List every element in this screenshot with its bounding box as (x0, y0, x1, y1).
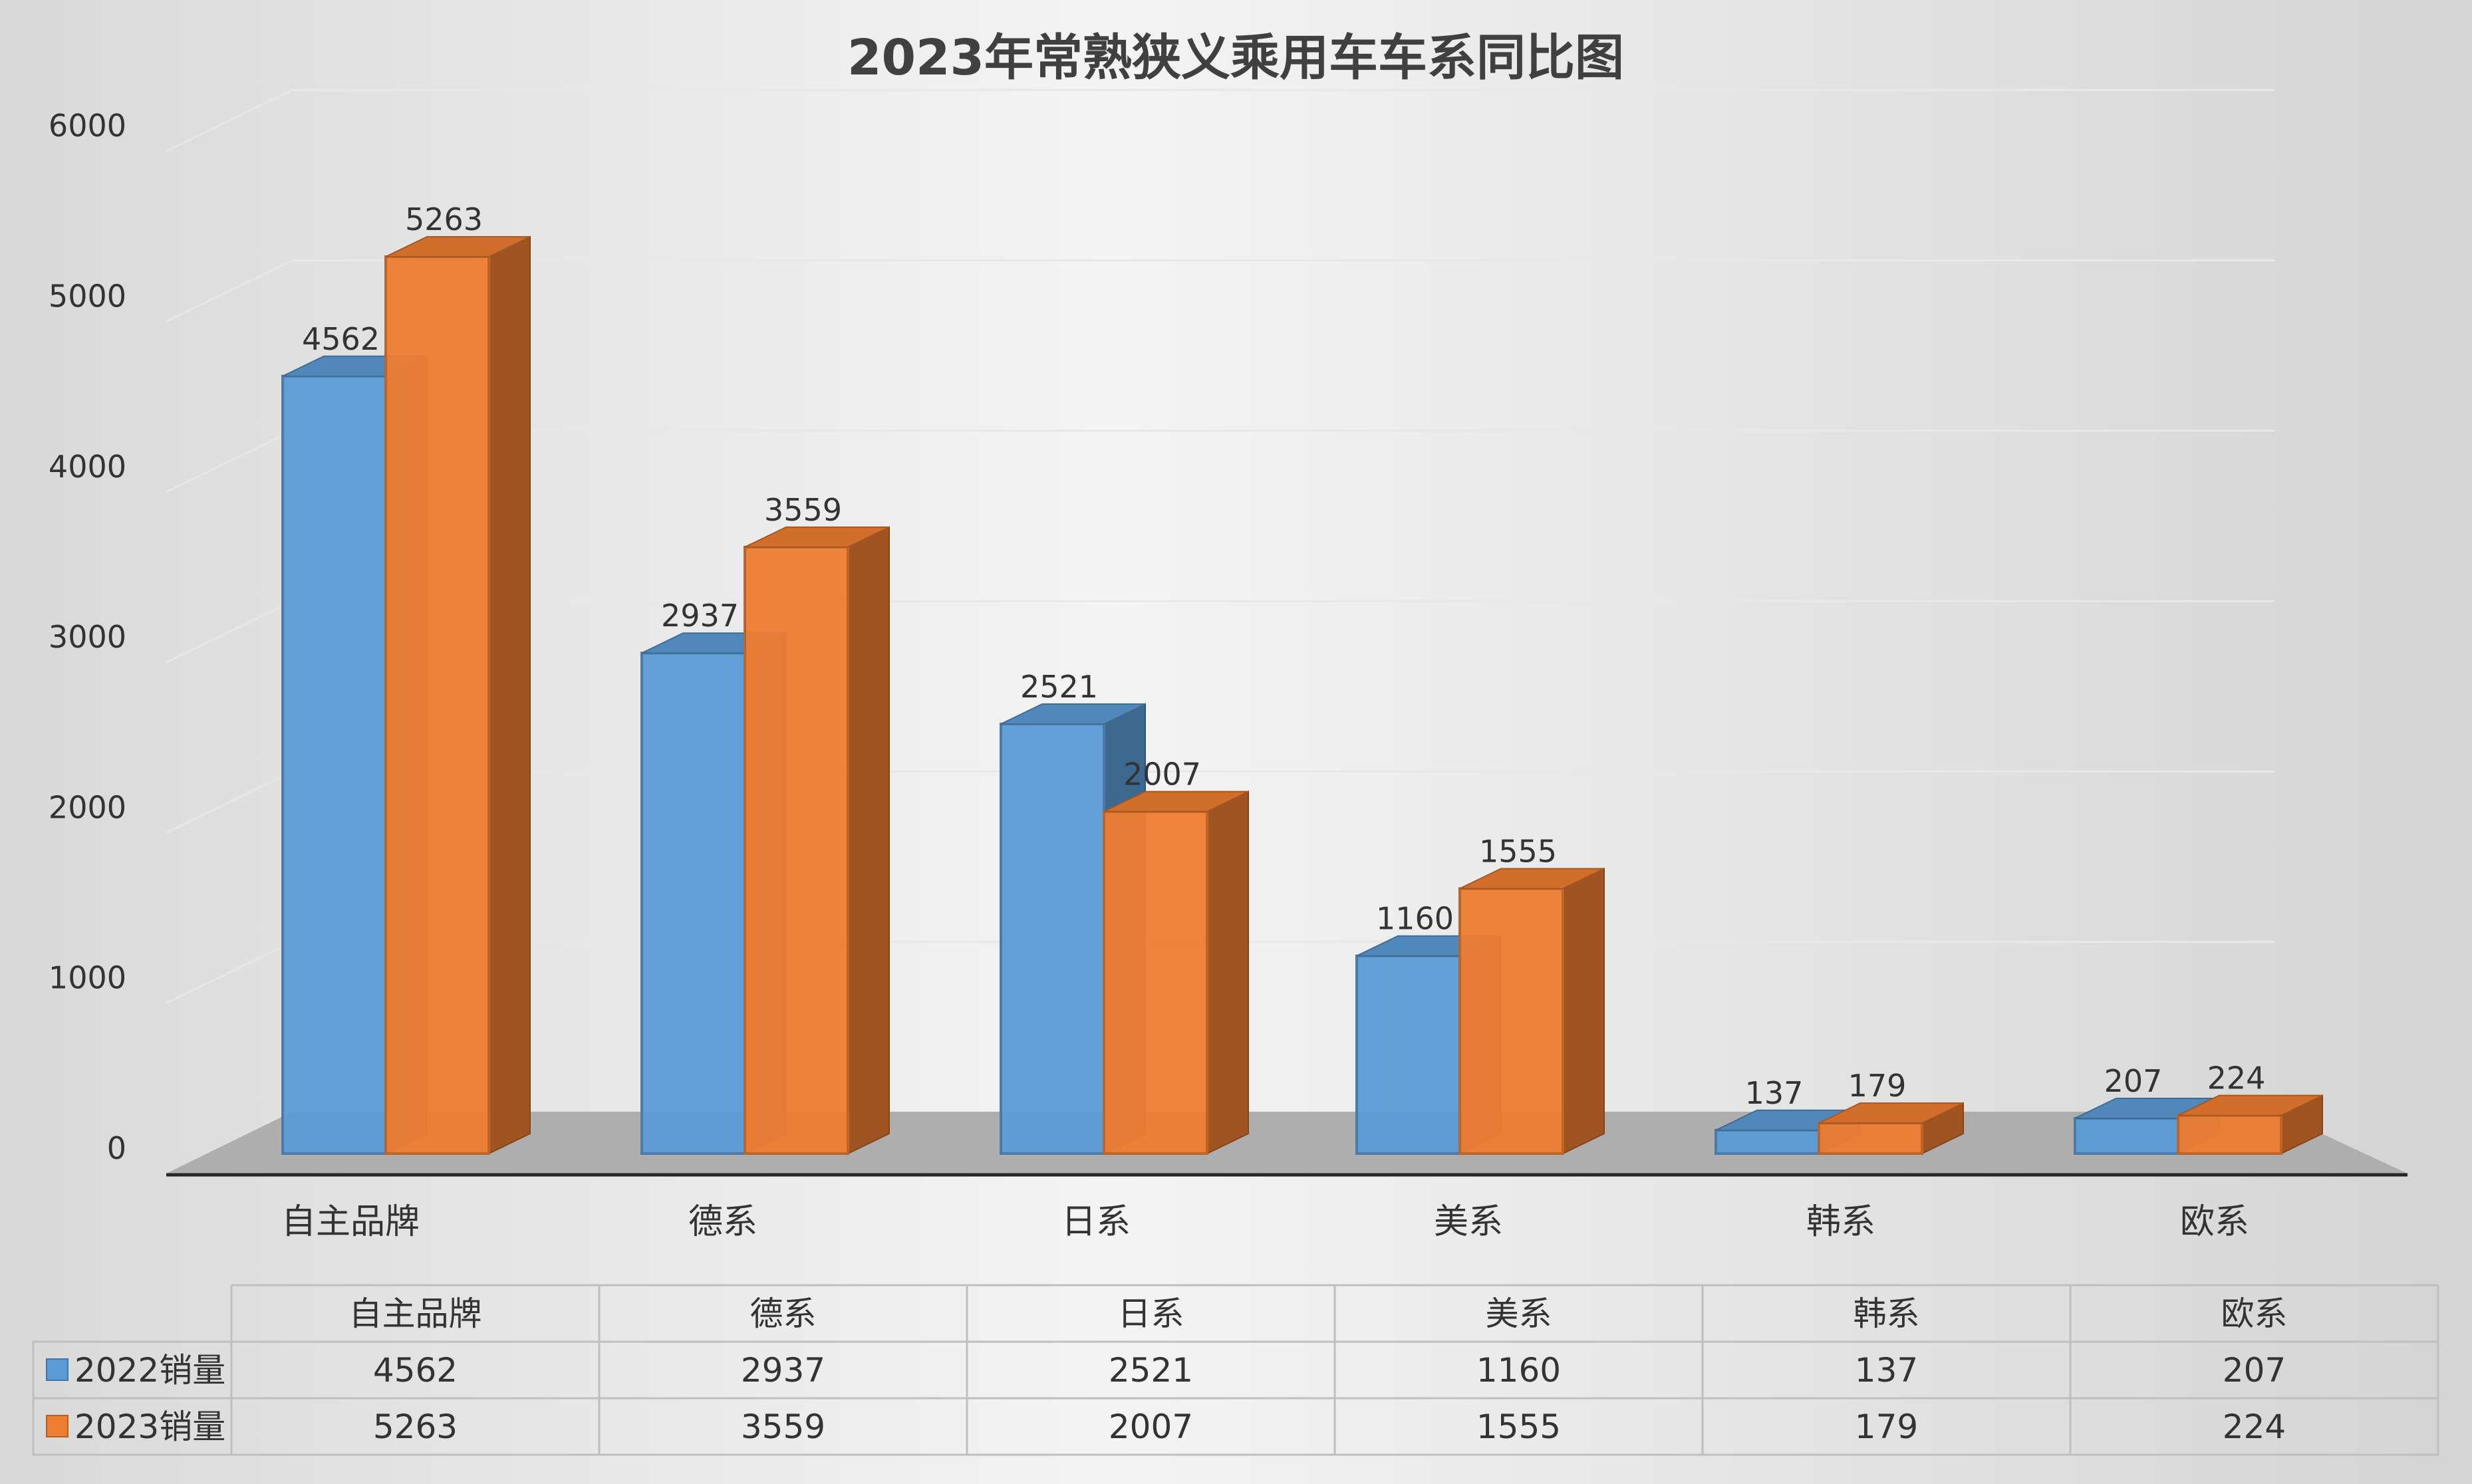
bar-top-face (385, 236, 531, 258)
table-header-cell: 自主品牌 (349, 1295, 482, 1333)
gridline-side (166, 88, 293, 152)
bar-front-face (1355, 954, 1461, 1156)
bar-side-face (488, 235, 531, 1155)
bar-front-face (1103, 810, 1208, 1156)
y-tick-label: 3000 (49, 619, 126, 655)
bar-2023-5 (1818, 1102, 1964, 1156)
gridline-side (166, 259, 293, 322)
bar-front-face (744, 545, 849, 1155)
category-label: 美系 (1434, 1202, 1503, 1242)
data-label: 5263 (405, 201, 483, 237)
gridline-side (166, 941, 293, 1005)
legend-series-name: 2022销量 (74, 1351, 225, 1390)
data-label: 137 (1745, 1075, 1804, 1111)
table-header-cell: 德系 (750, 1295, 817, 1333)
bar-2023-3 (1103, 791, 1249, 1156)
table-value-cell: 4562 (373, 1351, 458, 1390)
data-label: 2937 (661, 598, 739, 634)
bar-side-face (1206, 791, 1249, 1155)
legend-series-name: 2023销量 (74, 1408, 225, 1446)
category-label: 自主品牌 (281, 1202, 420, 1242)
bar-2023-6 (2177, 1094, 2323, 1155)
table-value-cell: 207 (2223, 1351, 2286, 1390)
gridline-side (166, 430, 293, 493)
table-value-cell: 2937 (741, 1351, 825, 1390)
table-header-cell: 韩系 (1854, 1295, 1920, 1333)
bar-2023-4 (1458, 867, 1605, 1155)
y-tick-label: 4000 (49, 449, 126, 485)
bar-front-face (1458, 887, 1564, 1155)
category-label: 欧系 (2180, 1202, 2249, 1242)
table-value-cell: 3559 (741, 1408, 825, 1446)
bar-2023-2 (744, 526, 890, 1155)
bar-front-face (1000, 722, 1105, 1155)
gridline-side (166, 771, 293, 834)
data-label: 4562 (302, 321, 380, 357)
bar-front-face (384, 255, 490, 1155)
table-value-cell: 2521 (1109, 1351, 1193, 1390)
data-label: 224 (2207, 1060, 2266, 1096)
table-value-cell: 224 (2223, 1408, 2286, 1446)
bar-side-face (847, 526, 890, 1155)
bar-side-face (1562, 867, 1605, 1155)
gridline-side (166, 600, 293, 664)
chart-title: 2023年常熟狭义乘用车车系同比图 (847, 29, 1624, 86)
table-value-cell: 1160 (1476, 1351, 1561, 1390)
category-label: 德系 (688, 1202, 757, 1242)
y-tick-label: 0 (107, 1130, 126, 1166)
table-value-cell: 137 (1855, 1351, 1918, 1390)
bar-top-face (1818, 1102, 1964, 1124)
y-tick-label: 1000 (49, 960, 126, 996)
bar-top-face (1103, 791, 1249, 812)
table-value-cell: 2007 (1109, 1408, 1193, 1446)
bar-2023-1 (384, 235, 531, 1155)
category-label: 日系 (1061, 1202, 1131, 1242)
data-label: 207 (2104, 1063, 2163, 1099)
bar-top-face (1000, 703, 1146, 725)
table-value-cell: 1555 (1476, 1408, 1561, 1446)
bar-front-face (1715, 1128, 1820, 1155)
data-label: 179 (1848, 1068, 1907, 1104)
data-label: 2007 (1123, 757, 1201, 793)
legend-key (46, 1415, 69, 1437)
y-tick-label: 5000 (49, 279, 126, 314)
bar-top-face (2177, 1094, 2323, 1116)
bar-front-face (2177, 1114, 2282, 1155)
y-tick-label: 2000 (49, 789, 126, 825)
bar-front-face (281, 374, 387, 1155)
data-label: 1160 (1376, 901, 1454, 937)
bar-front-face (1818, 1122, 1923, 1156)
data-label: 1555 (1479, 833, 1557, 869)
data-label: 3559 (764, 492, 842, 528)
table-value-cell: 179 (1855, 1408, 1918, 1446)
bar-top-face (744, 526, 890, 548)
table-value-cell: 5263 (373, 1408, 458, 1446)
data-label: 2521 (1020, 669, 1098, 705)
table-header-cell: 美系 (1486, 1295, 1552, 1333)
bar-front-face (2074, 1116, 2179, 1156)
category-label: 韩系 (1806, 1202, 1875, 1242)
table-header-cell: 欧系 (2221, 1295, 2288, 1333)
table-header-cell: 日系 (1118, 1295, 1184, 1333)
bar-front-face (640, 652, 746, 1155)
y-tick-label: 6000 (49, 108, 126, 144)
legend-key (46, 1358, 69, 1381)
bar-top-face (1459, 868, 1605, 890)
